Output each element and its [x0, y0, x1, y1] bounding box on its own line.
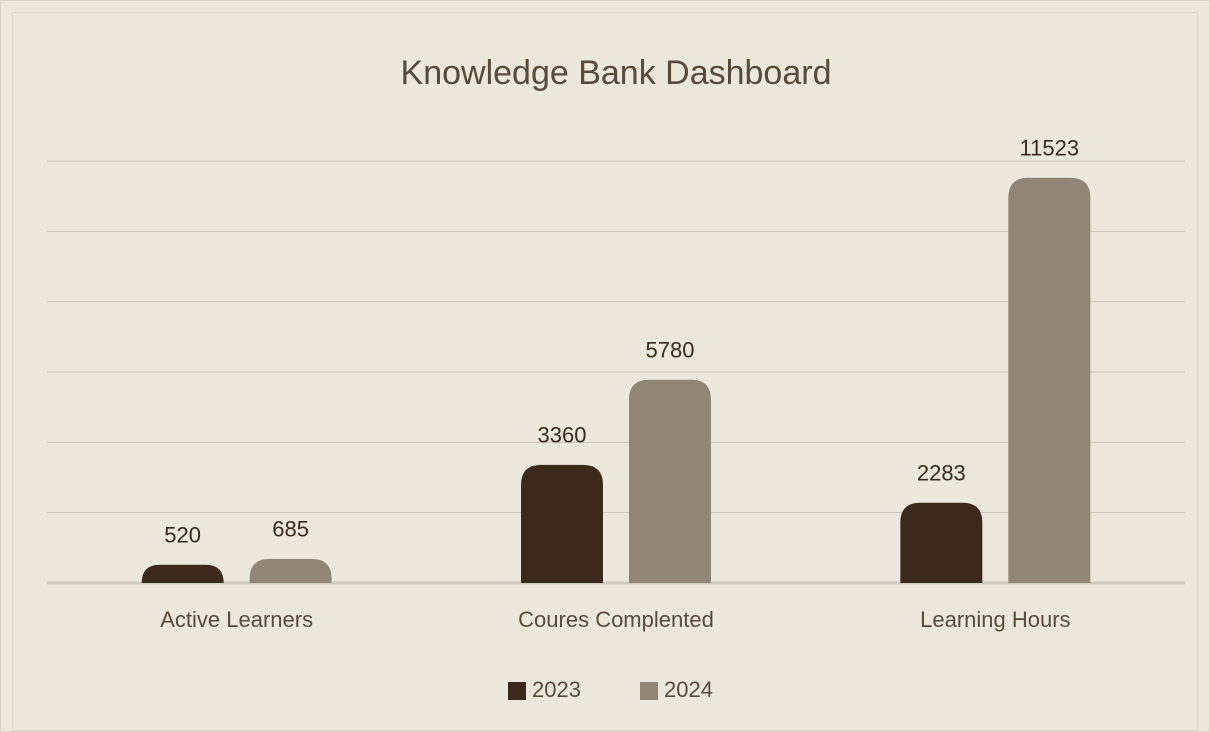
value-label: 520 [164, 523, 201, 548]
legend-label: 2024 [664, 677, 713, 702]
value-label: 11523 [1020, 136, 1080, 161]
bar [1008, 177, 1091, 583]
x-tick-label: Learning Hours [920, 607, 1070, 632]
bar [141, 564, 224, 583]
value-label: 2283 [917, 461, 966, 486]
x-tick-label: Active Learners [160, 607, 313, 632]
legend-swatch [508, 682, 526, 700]
bar [249, 558, 332, 583]
value-label: 3360 [538, 423, 587, 448]
bar [521, 464, 603, 583]
bar [629, 379, 711, 583]
chart-frame [12, 12, 1198, 731]
value-label: 685 [272, 517, 309, 542]
chart-title: Knowledge Bank Dashboard [401, 54, 832, 92]
legend-swatch [640, 682, 658, 700]
value-label: 5780 [646, 338, 695, 363]
bar [900, 502, 983, 583]
x-tick-label: Coures Complented [518, 607, 714, 632]
legend-label: 2023 [532, 677, 581, 702]
